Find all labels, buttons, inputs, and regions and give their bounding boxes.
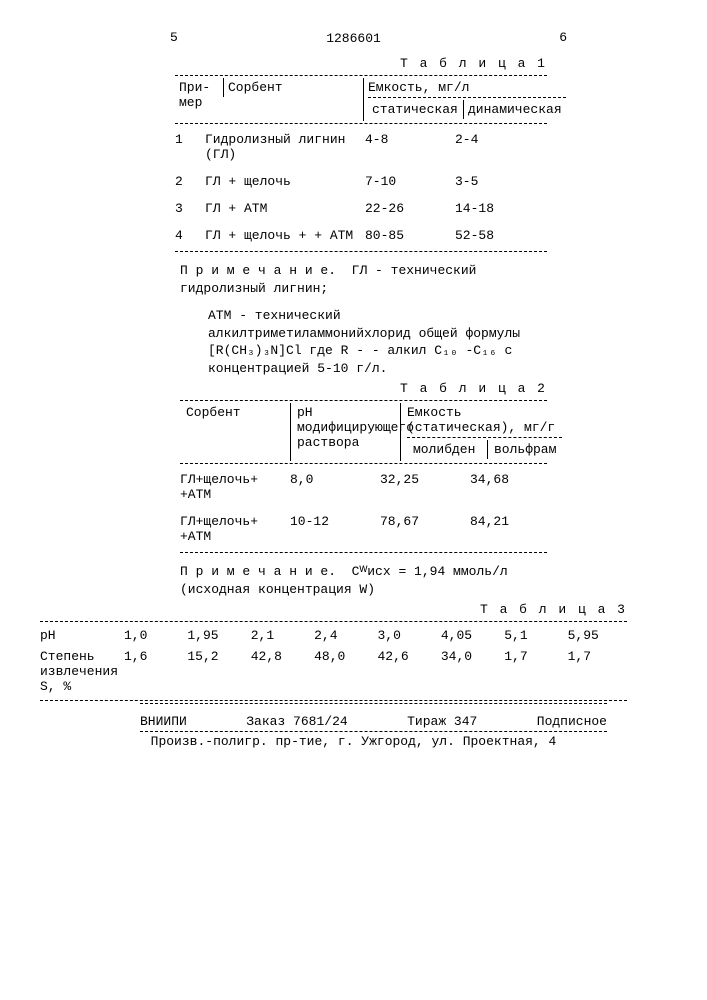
cell: 34,0	[441, 649, 500, 694]
col-static: статическая	[368, 100, 463, 119]
col-w: вольфрам	[487, 440, 562, 459]
cell: 14-18	[455, 201, 547, 216]
note-lead: П р и м е ч а н и е.	[180, 564, 336, 579]
footer-sub: Подписное	[537, 714, 607, 729]
cell: 1,7	[568, 649, 627, 694]
page-right: 6	[559, 30, 567, 45]
divider	[407, 437, 562, 438]
table2-label: Т а б л и ц а 2	[40, 381, 667, 396]
note-atm: АТМ - технический алкилтриметиламмонийхл…	[208, 307, 547, 377]
capacity-label: Емкость (статическая), мг/г	[407, 405, 562, 435]
cell: 1,0	[124, 628, 183, 643]
col-sorbent: Сорбент	[223, 78, 363, 97]
divider	[175, 75, 547, 76]
divider	[40, 700, 627, 701]
cell: 1,95	[187, 628, 246, 643]
cell: ГЛ + щелочь	[205, 174, 365, 189]
cell: 52-58	[455, 228, 547, 243]
cell: 4-8	[365, 132, 455, 162]
divider	[40, 621, 627, 622]
divider	[180, 463, 547, 464]
cell: 4	[175, 228, 205, 243]
divider	[180, 552, 547, 553]
table3-ph-row: рН 1,0 1,95 2,1 2,4 3,0 4,05 5,1 5,95	[40, 628, 627, 643]
divider	[140, 731, 607, 732]
table-row: 3 ГЛ + АТМ 22-26 14-18	[175, 195, 547, 222]
cell: 2,4	[314, 628, 373, 643]
patent-number: 1286601	[40, 31, 667, 46]
cell: ГЛ+щелочь+ +АТМ	[180, 514, 290, 544]
cell: 15,2	[187, 649, 246, 694]
col-ph: рН модифицирующего раствора	[290, 403, 400, 461]
cell: 3,0	[378, 628, 437, 643]
cell: 42,8	[251, 649, 310, 694]
cell: 2-4	[455, 132, 547, 162]
page-left: 5	[170, 30, 178, 45]
col-sorbent: Сорбент	[180, 403, 290, 461]
divider	[368, 97, 566, 98]
footer-tirazh: Тираж 347	[407, 714, 477, 729]
cell: Гидролизный лигнин (ГЛ)	[205, 132, 365, 162]
cell: ГЛ + АТМ	[205, 201, 365, 216]
cell: 48,0	[314, 649, 373, 694]
table1-header: При-мер Сорбент Емкость, мг/л статическа…	[175, 78, 547, 121]
col-mo: молибден	[407, 440, 487, 459]
col-capacity: Емкость, мг/л статическая динамическая	[363, 78, 570, 121]
col-example: При-мер	[175, 78, 223, 112]
cell: 2,1	[251, 628, 310, 643]
cell: 4,05	[441, 628, 500, 643]
cell: 1,6	[124, 649, 183, 694]
note-lead: П р и м е ч а н и е.	[180, 263, 336, 278]
table-row: ГЛ+щелочь+ +АТМ 10-12 78,67 84,21	[180, 508, 547, 550]
cell: 22-26	[365, 201, 455, 216]
capacity-label: Емкость, мг/л	[368, 80, 566, 95]
cell: 34,68	[470, 472, 547, 502]
table-row: 4 ГЛ + щелочь + + АТМ 80-85 52-58	[175, 222, 547, 249]
col-capacity: Емкость (статическая), мг/г молибден вол…	[400, 403, 568, 461]
footer-address: Произв.-полигр. пр-тие, г. Ужгород, ул. …	[40, 734, 667, 749]
cell: 1	[175, 132, 205, 162]
cell: 5,95	[568, 628, 627, 643]
footer-org: ВНИИПИ	[140, 714, 187, 729]
cell: 7-10	[365, 174, 455, 189]
cell: 78,67	[380, 514, 470, 544]
footer-order: Заказ 7681/24	[246, 714, 347, 729]
table-row: 2 ГЛ + щелочь 7-10 3-5	[175, 168, 547, 195]
divider	[180, 400, 547, 401]
row-label: Степень извлечения S, %	[40, 649, 120, 694]
col-dynamic: динамическая	[463, 100, 566, 119]
table-row: 1 Гидролизный лигнин (ГЛ) 4-8 2-4	[175, 126, 547, 168]
cell: 10-12	[290, 514, 380, 544]
note2: П р и м е ч а н и е. Cᵂисх = 1,94 ммоль/…	[180, 563, 547, 598]
divider	[140, 703, 607, 704]
table1-label: Т а б л и ц а 1	[40, 56, 667, 71]
cell: 80-85	[365, 228, 455, 243]
cell: 3-5	[455, 174, 547, 189]
table3-s-row: Степень извлечения S, % 1,6 15,2 42,8 48…	[40, 649, 627, 694]
cell: 8,0	[290, 472, 380, 502]
footer: ВНИИПИ Заказ 7681/24 Тираж 347 Подписное	[140, 714, 607, 729]
divider	[175, 123, 547, 124]
cell: 42,6	[378, 649, 437, 694]
table3-label: Т а б л и ц а 3	[40, 602, 667, 617]
table2-header: Сорбент рН модифицирующего раствора Емко…	[180, 403, 547, 461]
divider	[175, 251, 547, 252]
cell: ГЛ + щелочь + + АТМ	[205, 228, 365, 243]
cell: 84,21	[470, 514, 547, 544]
cell: 1,7	[504, 649, 563, 694]
row-label: рН	[40, 628, 120, 643]
note1: П р и м е ч а н и е. ГЛ - технический ги…	[180, 262, 547, 297]
cell: 2	[175, 174, 205, 189]
cell: ГЛ+щелочь+ +АТМ	[180, 472, 290, 502]
cell: 5,1	[504, 628, 563, 643]
cell: 32,25	[380, 472, 470, 502]
cell: 3	[175, 201, 205, 216]
table-row: ГЛ+щелочь+ +АТМ 8,0 32,25 34,68	[180, 466, 547, 508]
